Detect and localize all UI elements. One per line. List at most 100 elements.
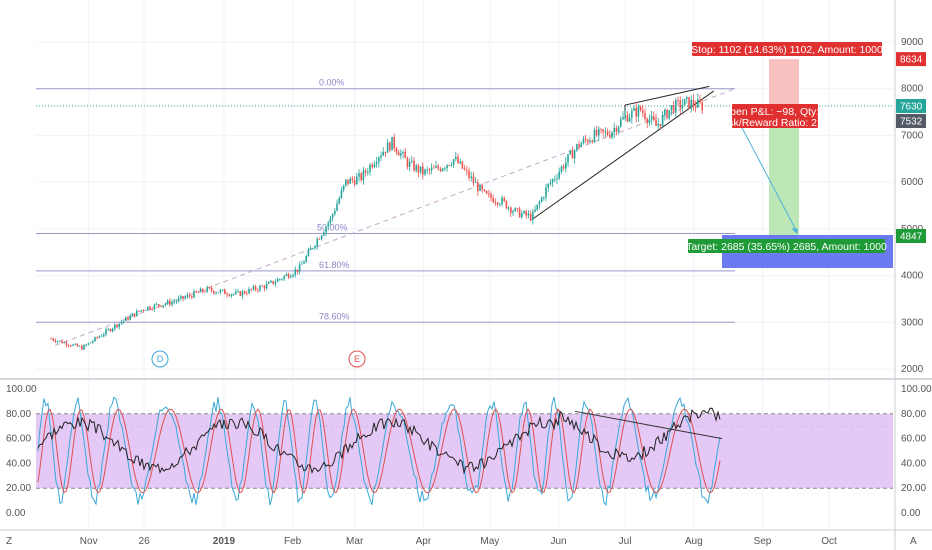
- candle-body: [439, 168, 442, 171]
- candle-body: [463, 168, 466, 170]
- candle-body: [369, 164, 371, 173]
- auto-scale-icon[interactable]: A: [910, 536, 917, 547]
- candle-body: [461, 161, 464, 169]
- candle-body: [67, 345, 70, 347]
- candle-body: [281, 278, 283, 280]
- candle-body: [472, 176, 475, 183]
- candle-body: [224, 289, 226, 295]
- oscillator-axis[interactable]: 100.00 100.00 80.00 80.00 60.00 60.00 40.00 40.…: [6, 384, 932, 519]
- oscillator-trendline[interactable]: [574, 410, 723, 440]
- candle-body: [604, 131, 607, 133]
- candle-body: [408, 161, 411, 167]
- candle-body: [155, 304, 158, 306]
- candle-body: [470, 176, 473, 178]
- candle-body: [529, 213, 532, 221]
- candle-body: [479, 184, 481, 192]
- candle-body: [158, 304, 160, 306]
- time-axis[interactable]: Nov 26 2019 Feb Mar Apr May Jun Jul Aug Sep Oct: [80, 536, 837, 547]
- candle-body: [323, 232, 325, 236]
- candle-body: [657, 124, 660, 126]
- candle-body: [701, 102, 704, 111]
- candle-body: [118, 323, 121, 328]
- time-tick-label: Jul: [619, 536, 632, 547]
- candle-body: [171, 301, 173, 305]
- candle-body: [129, 315, 132, 320]
- candle-body: [252, 286, 255, 290]
- time-tick-label: 26: [139, 536, 151, 547]
- candle-body: [133, 313, 136, 317]
- candle-body: [547, 183, 550, 188]
- oscillator-tick-label-right: 100.00: [901, 384, 932, 395]
- wedge-lower-line[interactable]: [531, 90, 715, 220]
- candle-body: [382, 151, 385, 156]
- candle-body: [56, 341, 59, 342]
- candle-body: [259, 285, 261, 291]
- candle-body: [239, 291, 242, 296]
- candle-body: [505, 200, 508, 209]
- stop-label[interactable]: [692, 42, 882, 56]
- candle-body: [690, 100, 693, 109]
- candle-body: [633, 107, 635, 111]
- time-tick-label: Mar: [346, 536, 364, 547]
- fibonacci-retracement[interactable]: 0.00% 50.00% 61.80% 78.60%: [36, 78, 736, 347]
- candle-body: [501, 197, 503, 205]
- candle-body: [164, 303, 167, 306]
- candle-body: [89, 342, 92, 344]
- candle-body: [639, 106, 642, 111]
- candle-body: [626, 115, 629, 122]
- axis-corners[interactable]: Z A: [6, 536, 917, 547]
- candle-body: [298, 264, 301, 272]
- candle-body: [571, 150, 574, 159]
- candle-body: [404, 151, 407, 159]
- candle-body: [127, 317, 129, 320]
- event-marker-e[interactable]: [348, 350, 366, 368]
- candle-body: [248, 288, 250, 294]
- candle-body: [274, 282, 277, 284]
- candle-body: [188, 295, 191, 297]
- oscillator-tick-label-right: 60.00: [901, 434, 926, 445]
- candle-body: [549, 182, 552, 184]
- candle-body: [296, 269, 299, 272]
- candle-body: [243, 291, 246, 294]
- candle-body: [644, 113, 646, 119]
- zoom-toggle-icon[interactable]: Z: [6, 536, 12, 547]
- candle-body: [683, 98, 686, 106]
- time-tick-label: Aug: [685, 536, 703, 547]
- candle-body: [360, 173, 363, 181]
- candle-body: [364, 170, 367, 173]
- stop-zone[interactable]: [769, 59, 799, 106]
- time-tick-label: Nov: [80, 536, 98, 547]
- candle-body: [525, 211, 528, 216]
- candle-body: [169, 300, 171, 305]
- candle-body: [373, 164, 376, 168]
- candle-body: [213, 290, 215, 294]
- candle-body: [336, 203, 338, 211]
- wedge-upper-line[interactable]: [624, 85, 710, 106]
- candle-body: [290, 276, 292, 278]
- candle-body: [688, 97, 690, 109]
- candle-body: [650, 116, 653, 120]
- target-label-text: Target: 2685 (35.65%) 2685, Amount: 1000: [686, 241, 887, 253]
- candle-body: [589, 140, 591, 143]
- candle-body: [334, 210, 336, 215]
- candle-body: [602, 129, 605, 132]
- price-tick-label: 9000: [901, 37, 924, 48]
- candle-body: [182, 296, 184, 299]
- event-marker-d[interactable]: [151, 350, 169, 368]
- candle-body: [648, 119, 651, 123]
- target-label[interactable]: [688, 239, 885, 254]
- pnl-label[interactable]: [732, 104, 818, 128]
- candle-body: [327, 222, 330, 227]
- price-tag-label: 7532: [900, 116, 923, 127]
- candle-body: [371, 164, 374, 168]
- oscillator-pane[interactable]: [36, 396, 893, 507]
- candle-body: [615, 128, 618, 132]
- candle-body: [488, 193, 490, 195]
- candle-body: [204, 291, 206, 293]
- price-tick-label: 3000: [901, 317, 924, 328]
- price-tick-label: 4000: [901, 271, 924, 282]
- candle-body: [540, 197, 543, 202]
- candle-body: [536, 204, 539, 210]
